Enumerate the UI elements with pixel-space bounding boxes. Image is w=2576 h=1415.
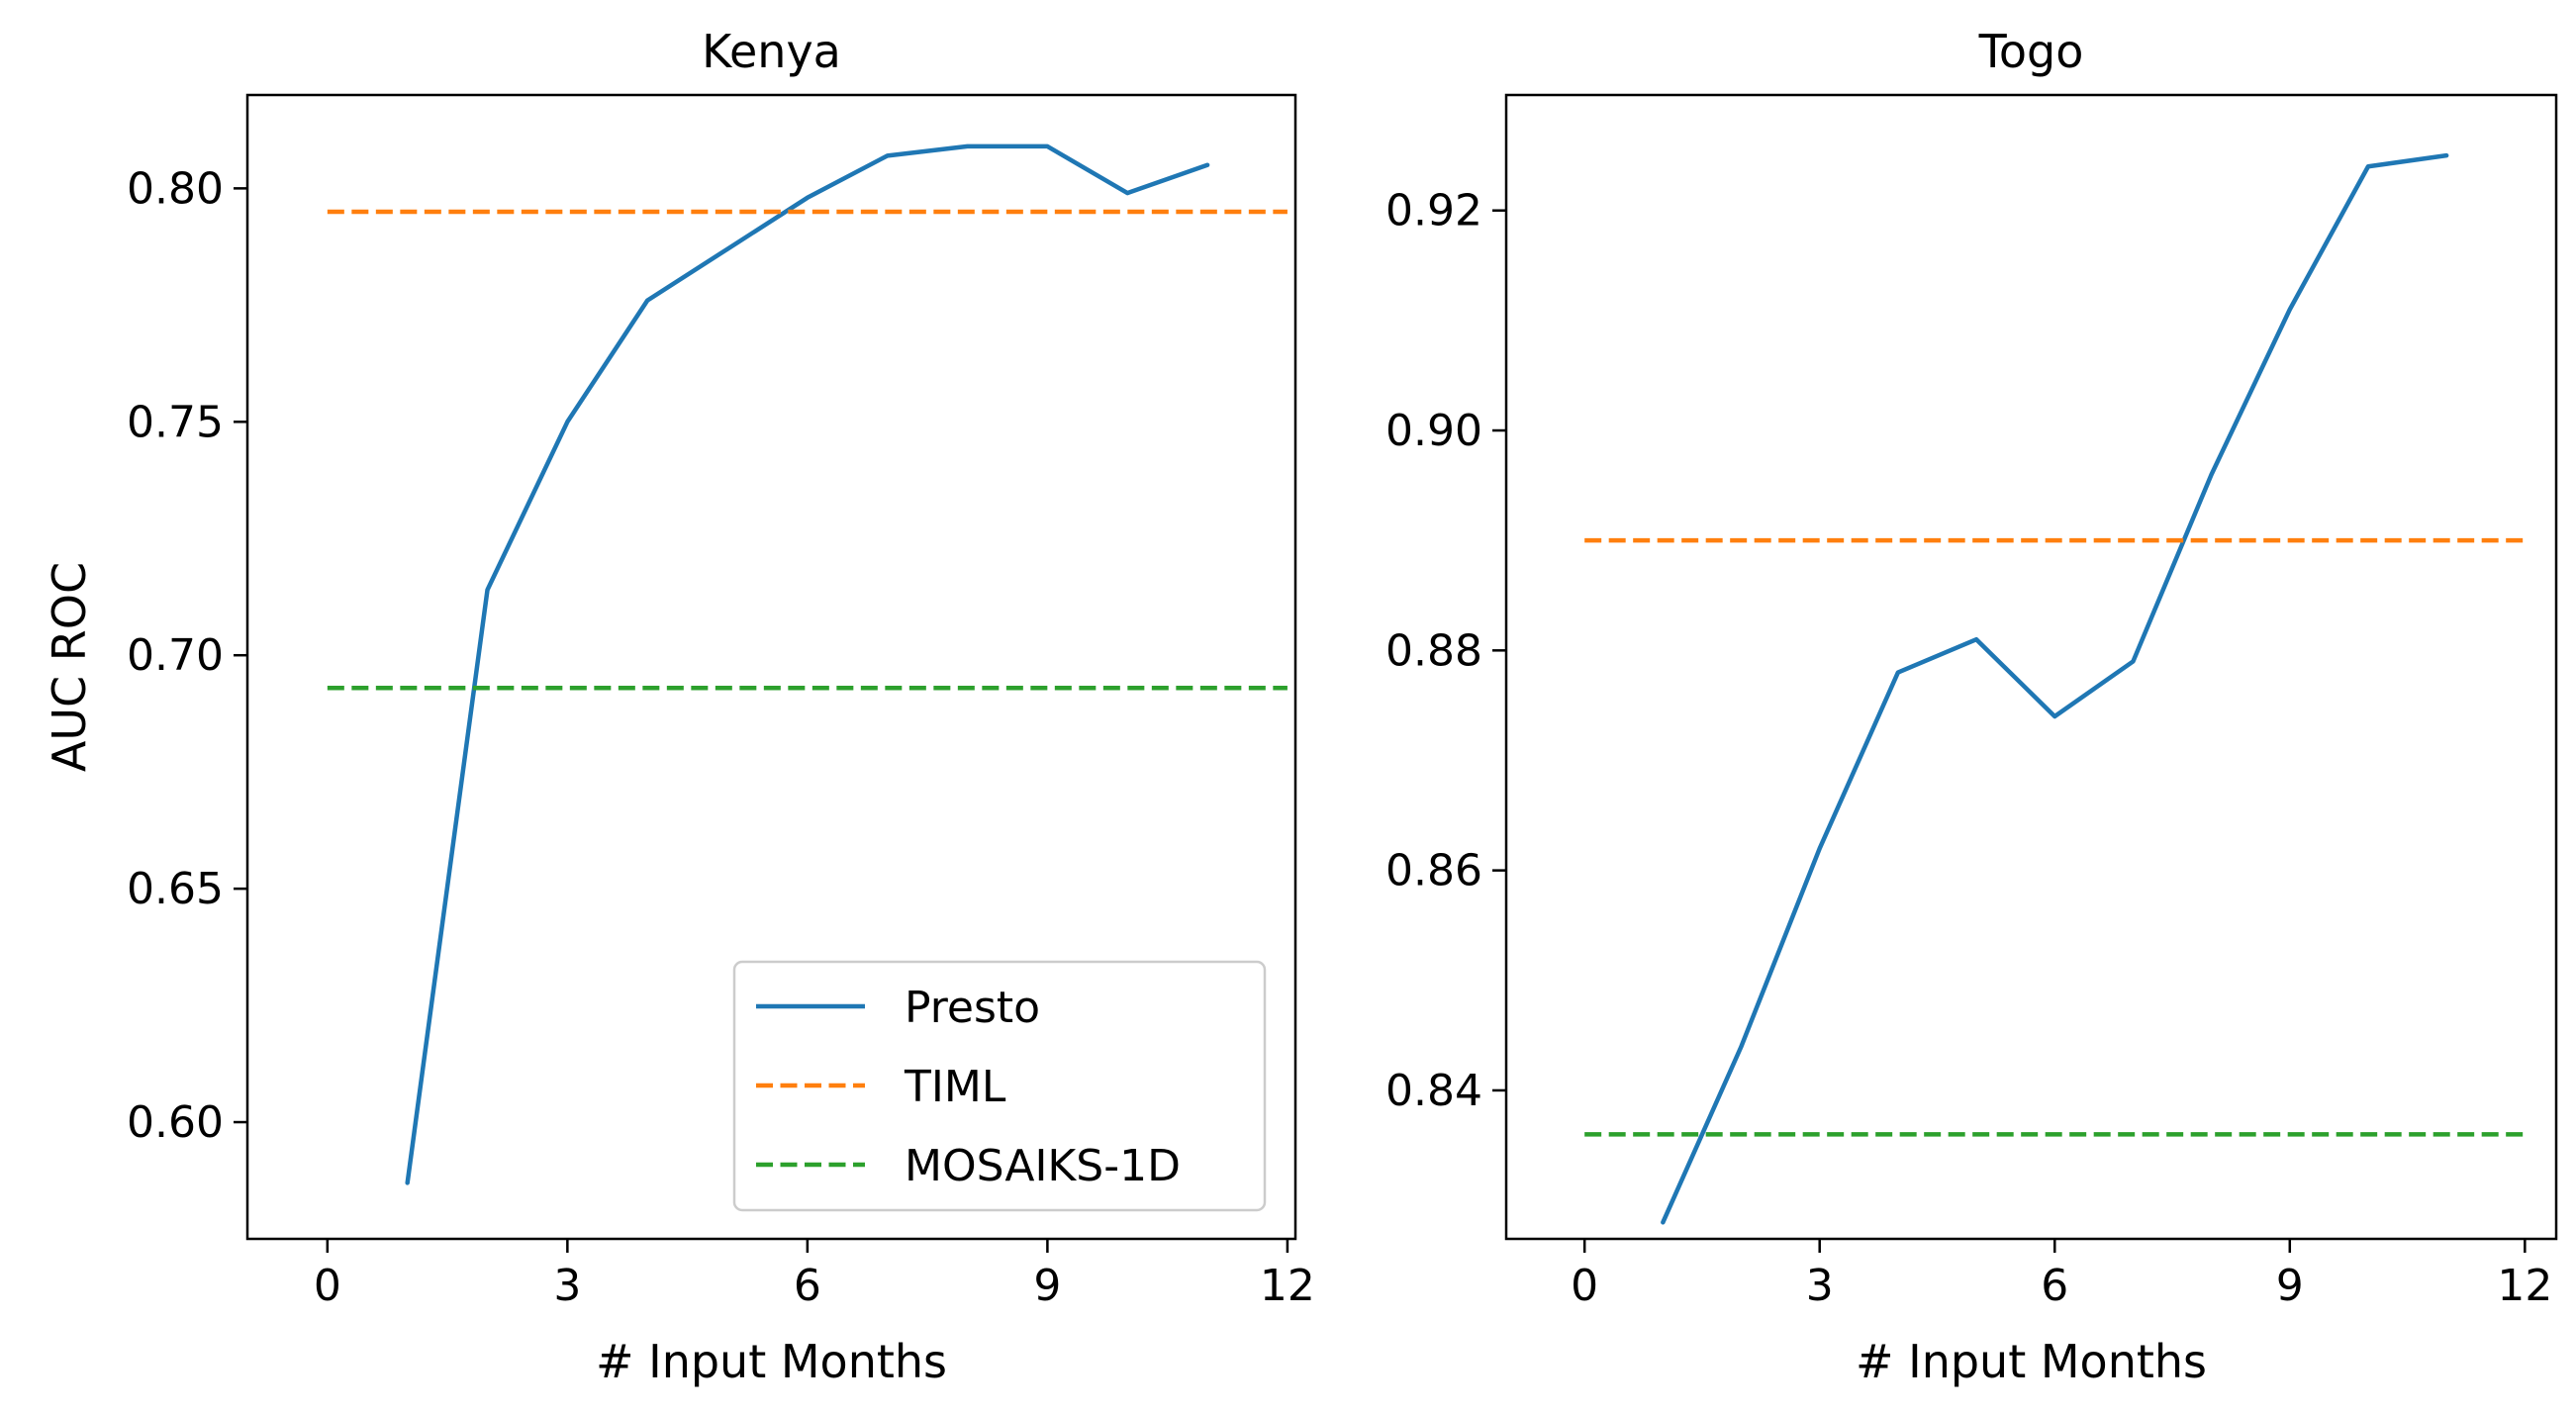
plot-frame xyxy=(1504,93,2558,1241)
y-tick-label: 0.88 xyxy=(1385,625,1482,676)
chart-title: Kenya xyxy=(702,25,841,78)
y-tick-label: 0.70 xyxy=(127,630,224,681)
y-tick-label: 0.92 xyxy=(1385,186,1482,236)
y-tick-label: 0.90 xyxy=(1385,406,1482,456)
x-axis-label: # Input Months xyxy=(596,1335,947,1388)
y-tick-label: 0.75 xyxy=(127,397,224,447)
x-axis-label: # Input Months xyxy=(1856,1335,2207,1388)
y-tick-label: 0.65 xyxy=(127,864,224,914)
x-tick-label: 0 xyxy=(1571,1261,1598,1311)
series-line-presto xyxy=(1661,152,2449,1225)
plot-frame xyxy=(245,93,1297,1241)
y-tick-label: 0.80 xyxy=(127,163,224,214)
chart-title: Togo xyxy=(1978,25,2084,78)
y-tick-label: 0.84 xyxy=(1385,1066,1482,1116)
y-axis-label: AUC ROC xyxy=(43,562,96,772)
x-tick-label: 6 xyxy=(794,1261,821,1311)
y-tick-label: 0.60 xyxy=(127,1097,224,1148)
x-tick-label: 12 xyxy=(2497,1261,2552,1311)
legend-label: MOSAIKS-1D xyxy=(905,1141,1181,1191)
x-tick-label: 0 xyxy=(314,1261,341,1311)
x-tick-label: 9 xyxy=(2276,1261,2304,1311)
x-tick-label: 12 xyxy=(1260,1261,1315,1311)
legend-box xyxy=(732,960,1267,1212)
x-tick-label: 3 xyxy=(1806,1261,1834,1311)
legend-label: Presto xyxy=(905,983,1040,1033)
x-tick-label: 9 xyxy=(1033,1261,1061,1311)
legend-label: TIML xyxy=(904,1062,1006,1112)
x-tick-label: 6 xyxy=(2041,1261,2068,1311)
series-group xyxy=(327,143,1288,1185)
series-line-presto xyxy=(405,143,1210,1185)
legend: Presto TIML MOSAIKS-1D xyxy=(732,960,1267,1212)
subplot-0: Kenya 0 3 6 9 12 0.60 0.65 0.70 0.75 0.80 # Input M… xyxy=(43,25,1315,1388)
x-tick-label: 3 xyxy=(553,1261,581,1311)
subplot-1: Togo 0 3 6 9 12 0.84 0.86 0.88 0.90 0.92 # Input Mo… xyxy=(1385,25,2558,1388)
series-group xyxy=(1584,152,2526,1225)
y-tick-label: 0.86 xyxy=(1385,846,1482,896)
